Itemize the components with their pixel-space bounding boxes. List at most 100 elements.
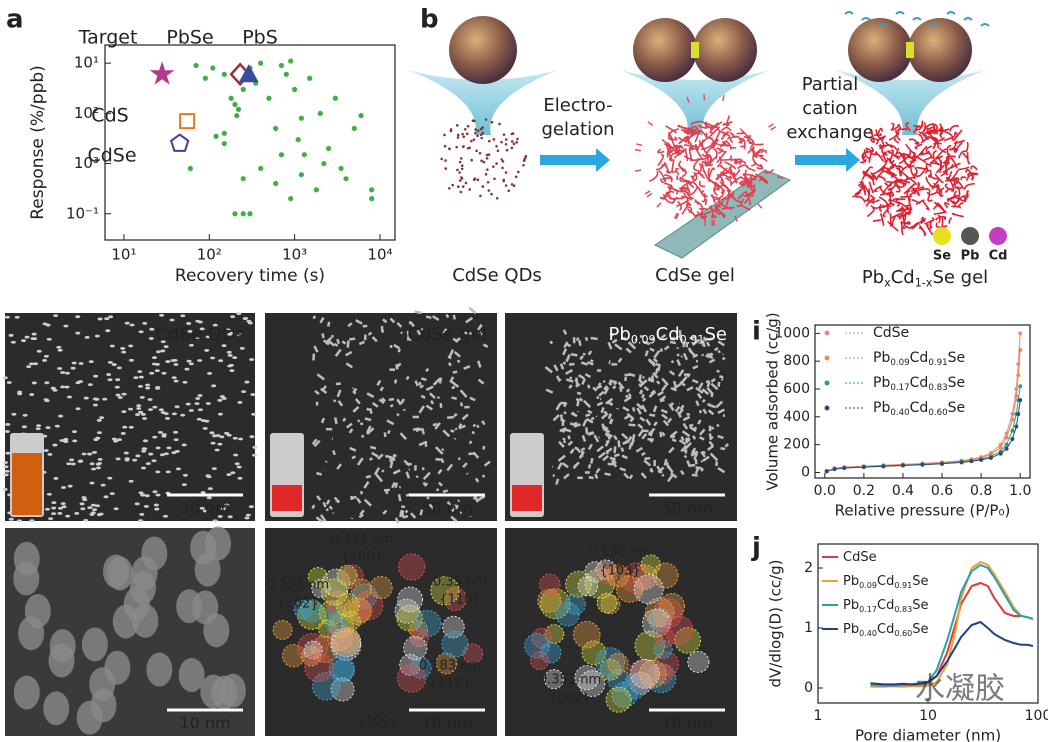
scatter-point: [187, 165, 193, 172]
gel-strand: [705, 154, 713, 162]
texture: [145, 383, 151, 387]
texture: [561, 462, 569, 469]
gel-strand: [956, 185, 963, 190]
scatter-point: [278, 62, 285, 69]
lattice-annotation: 0.351 nm: [539, 673, 601, 688]
texture: [405, 471, 411, 479]
texture: [5, 451, 11, 455]
texture: [105, 329, 111, 333]
series-point: [1014, 424, 1019, 429]
plot-frame: [104, 44, 396, 241]
y-axis-label: Volume adsorbed (cc/g): [764, 312, 782, 490]
texture: [654, 627, 676, 648]
texture: [394, 482, 398, 488]
quantum-dot: [460, 167, 464, 171]
texture: [601, 412, 609, 420]
gel-strand: [925, 136, 932, 139]
texture: [578, 450, 585, 459]
texture: [582, 399, 592, 409]
legend-label-part: Se: [948, 350, 966, 366]
texture: [202, 509, 208, 513]
ion: [634, 169, 642, 172]
legend-label: Pb0.17Cd0.83Se: [873, 375, 965, 393]
quantum-dot: [487, 189, 491, 192]
texture: [418, 381, 422, 386]
x-tick-label: 0.4: [892, 483, 914, 499]
texture: [136, 407, 142, 410]
x-tick-label: 0.6: [931, 483, 953, 499]
texture: [142, 417, 148, 420]
quantum-dot: [464, 181, 468, 185]
gel-strand: [711, 213, 715, 219]
gel-strand: [721, 155, 733, 161]
texture: [715, 400, 724, 409]
step-label: Electro-: [543, 95, 612, 116]
legend-label-part: CdSe: [873, 325, 909, 341]
gel-strand: [911, 199, 921, 205]
series-point: [1018, 331, 1023, 336]
texture: [81, 496, 87, 499]
gel-strand: [701, 163, 705, 173]
texture: [562, 348, 568, 356]
gel-strand: [864, 166, 874, 177]
quantum-dot: [495, 196, 499, 200]
gel-strand: [866, 188, 871, 202]
gel-strand: [930, 136, 942, 145]
texture: [207, 372, 213, 375]
gel-strand: [937, 214, 941, 224]
texture: [671, 438, 677, 443]
texture: [472, 423, 477, 428]
texture: [330, 334, 334, 338]
texture: [171, 451, 177, 455]
gel-strand: [894, 182, 901, 193]
gel-strand: [914, 143, 923, 150]
texture: [332, 450, 336, 456]
texture: [121, 392, 127, 396]
texture: [226, 327, 232, 331]
quantum-dot: [471, 119, 475, 123]
texture: [442, 429, 451, 438]
gel-strand: [963, 182, 975, 190]
quantum-dot: [502, 133, 506, 136]
gel-strand: [900, 195, 913, 198]
series-point: [940, 461, 945, 466]
texture: [199, 506, 205, 510]
texture: [555, 478, 560, 485]
texture: [139, 395, 145, 399]
texture: [677, 411, 682, 418]
texture: [11, 412, 17, 416]
texture: [628, 423, 636, 427]
gel-strand: [915, 120, 924, 131]
texture: [664, 615, 694, 646]
quantum-dot: [461, 132, 464, 136]
texture: [568, 384, 573, 390]
texture: [452, 337, 459, 343]
gel-strand: [881, 146, 888, 156]
texture: [706, 386, 714, 395]
texture: [482, 343, 489, 348]
texture: [464, 331, 472, 335]
quantum-dot: [472, 138, 476, 141]
gel-strand: [678, 187, 690, 195]
gel-strand: [929, 123, 938, 132]
texture: [419, 384, 424, 389]
legend-label-part: Cd: [910, 350, 929, 366]
texture: [447, 415, 455, 420]
gel-strand: [938, 188, 944, 197]
texture: [321, 333, 325, 339]
gel-strand: [900, 221, 908, 230]
quantum-dot: [512, 142, 516, 146]
texture: [581, 378, 587, 385]
texture: [657, 390, 664, 397]
texture: [462, 462, 468, 468]
texture: [702, 455, 710, 462]
texture: [677, 369, 685, 378]
texture: [311, 578, 331, 599]
ion: [770, 126, 777, 131]
texture: [100, 483, 106, 487]
gel-strand: [913, 166, 918, 176]
texture: [555, 402, 562, 411]
scale-label: 10 nm: [661, 714, 712, 733]
gel-strand: [904, 204, 910, 208]
texture: [607, 652, 629, 675]
